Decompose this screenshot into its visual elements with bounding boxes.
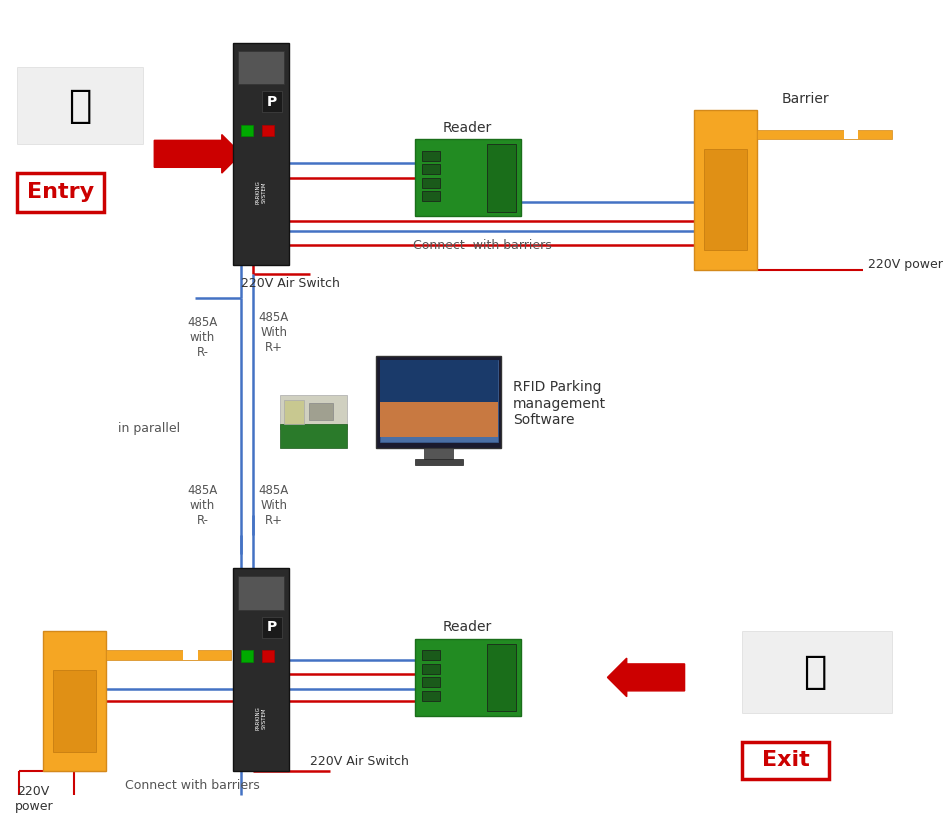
Text: PARKING
SYSTEM: PARKING SYSTEM: [256, 180, 267, 204]
Bar: [234, 43, 289, 264]
Text: 485A
With
R+: 485A With R+: [258, 485, 289, 527]
Text: 220V Air Switch: 220V Air Switch: [311, 755, 409, 768]
Bar: [487, 644, 516, 711]
Bar: [44, 631, 106, 771]
Bar: [414, 639, 521, 716]
Bar: [17, 173, 104, 212]
Text: P: P: [267, 620, 277, 634]
Bar: [423, 691, 440, 701]
Bar: [423, 164, 440, 174]
Text: Exit: Exit: [762, 751, 809, 771]
Bar: [423, 192, 440, 201]
Text: PARKING
SYSTEM: PARKING SYSTEM: [256, 706, 267, 730]
Text: RFID Parking
management
Software: RFID Parking management Software: [513, 380, 606, 427]
Text: 485A
with
R-: 485A with R-: [187, 485, 218, 527]
Bar: [309, 403, 332, 420]
Bar: [414, 460, 463, 465]
Bar: [279, 424, 347, 448]
Bar: [743, 631, 892, 713]
Bar: [423, 178, 440, 188]
Bar: [183, 651, 198, 660]
Bar: [17, 67, 142, 144]
FancyArrow shape: [154, 134, 241, 173]
Bar: [423, 664, 440, 674]
FancyArrow shape: [607, 658, 685, 696]
Bar: [53, 670, 96, 751]
Bar: [234, 569, 289, 771]
Text: Barrier: Barrier: [781, 92, 829, 106]
Bar: [262, 125, 274, 137]
Bar: [262, 616, 281, 638]
Text: 220V
power: 220V power: [14, 786, 53, 813]
Bar: [380, 360, 498, 402]
Bar: [262, 91, 281, 113]
Text: Reader: Reader: [443, 121, 492, 135]
Bar: [238, 576, 284, 610]
Bar: [423, 651, 440, 660]
Text: Entry: Entry: [28, 183, 94, 203]
Bar: [757, 130, 892, 139]
Bar: [380, 360, 498, 442]
Bar: [487, 144, 516, 212]
Text: 485A
with
R-: 485A with R-: [187, 315, 218, 359]
Bar: [844, 130, 858, 139]
Bar: [743, 742, 829, 779]
Bar: [284, 399, 304, 424]
Bar: [425, 448, 453, 460]
Text: Connect  with barriers: Connect with barriers: [412, 239, 552, 252]
Text: 🚗: 🚗: [803, 653, 826, 691]
Bar: [376, 356, 502, 448]
Text: in parallel: in parallel: [119, 422, 180, 435]
Bar: [423, 677, 440, 687]
Text: 🚗: 🚗: [68, 87, 92, 124]
Bar: [694, 110, 757, 269]
Bar: [423, 151, 440, 161]
Bar: [238, 51, 284, 84]
Text: Reader: Reader: [443, 620, 492, 634]
Bar: [106, 651, 232, 660]
Text: P: P: [267, 95, 277, 108]
Bar: [704, 149, 748, 250]
Bar: [414, 139, 521, 217]
Bar: [241, 651, 253, 662]
Text: 485A
With
R+: 485A With R+: [258, 311, 289, 354]
Text: Connect with barriers: Connect with barriers: [125, 779, 260, 791]
Text: 220V power: 220V power: [867, 259, 942, 271]
Text: 220V Air Switch: 220V Air Switch: [240, 278, 340, 290]
Bar: [262, 651, 274, 662]
Bar: [279, 394, 347, 429]
Bar: [241, 125, 253, 137]
Bar: [380, 402, 498, 437]
